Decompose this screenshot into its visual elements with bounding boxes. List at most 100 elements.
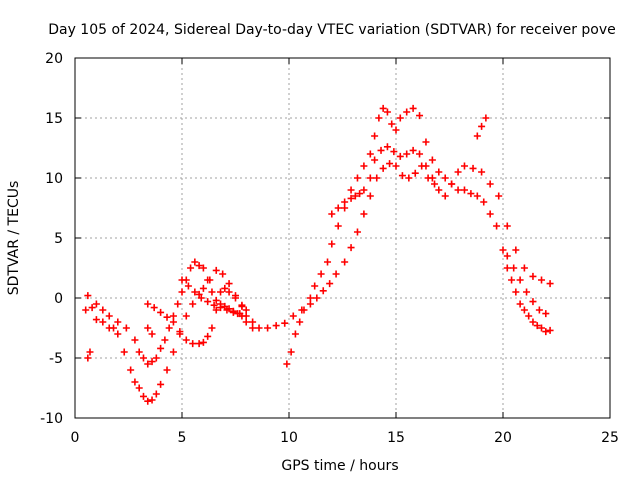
- data-point: [161, 336, 169, 344]
- data-point: [287, 348, 295, 356]
- data-point: [405, 174, 413, 182]
- series-trace-e: [283, 160, 554, 368]
- series-trace-i: [84, 300, 156, 362]
- data-point: [375, 114, 383, 122]
- data-point: [326, 280, 334, 288]
- data-point: [525, 312, 533, 320]
- data-point: [473, 132, 481, 140]
- data-point: [523, 288, 531, 296]
- data-point: [191, 288, 199, 296]
- data-point: [199, 264, 207, 272]
- data-point: [187, 264, 195, 272]
- data-point: [347, 244, 355, 252]
- data-point: [221, 284, 229, 292]
- data-point: [204, 298, 212, 306]
- data-point: [428, 174, 436, 182]
- data-point: [229, 308, 237, 316]
- series-trace-b: [110, 266, 257, 405]
- x-tick-label: 25: [601, 430, 619, 446]
- data-point: [114, 318, 122, 326]
- data-point: [144, 324, 152, 332]
- data-point: [191, 258, 199, 266]
- data-point: [152, 354, 160, 362]
- data-point: [383, 108, 391, 116]
- data-point: [520, 264, 528, 272]
- data-point: [249, 318, 257, 326]
- data-point: [351, 192, 359, 200]
- axis-ticks: [74, 57, 611, 419]
- data-point: [131, 378, 139, 386]
- data-point: [283, 360, 291, 368]
- data-marks: [82, 104, 554, 405]
- data-point: [411, 169, 419, 177]
- data-point: [510, 264, 518, 272]
- data-point: [174, 300, 182, 308]
- data-point: [99, 306, 107, 314]
- data-point: [178, 288, 186, 296]
- data-point: [152, 390, 160, 398]
- data-point: [409, 146, 417, 154]
- data-point: [495, 192, 503, 200]
- data-point: [148, 330, 156, 338]
- data-point: [208, 324, 216, 332]
- data-point: [503, 252, 511, 260]
- data-point: [84, 292, 92, 300]
- data-point: [360, 186, 368, 194]
- data-point: [157, 308, 165, 316]
- data-point: [486, 180, 494, 188]
- data-point: [403, 108, 411, 116]
- x-tick-label: 20: [494, 430, 512, 446]
- data-point: [291, 330, 299, 338]
- data-point: [319, 287, 327, 295]
- series-trace-h: [328, 190, 364, 218]
- data-point: [499, 246, 507, 254]
- data-point: [208, 288, 216, 296]
- data-point: [516, 276, 524, 284]
- data-point: [366, 174, 374, 182]
- data-point: [371, 132, 379, 140]
- data-point: [110, 324, 118, 332]
- data-point: [441, 192, 449, 200]
- data-point: [328, 240, 336, 248]
- data-point: [379, 104, 387, 112]
- data-point: [313, 294, 321, 302]
- data-point: [353, 174, 361, 182]
- data-point: [448, 180, 456, 188]
- data-point: [212, 296, 220, 304]
- x-tick-label: 15: [387, 430, 405, 446]
- data-point: [416, 150, 424, 158]
- data-point: [332, 270, 340, 278]
- data-point: [204, 332, 212, 340]
- data-point: [195, 290, 203, 298]
- data-point: [328, 210, 336, 218]
- data-point: [182, 312, 190, 320]
- data-point: [135, 384, 143, 392]
- data-point: [135, 348, 143, 356]
- data-point: [169, 312, 177, 320]
- data-point: [163, 313, 171, 321]
- data-point: [422, 162, 430, 170]
- data-point: [176, 328, 184, 336]
- data-point: [546, 326, 554, 334]
- data-point: [221, 302, 229, 310]
- data-point: [144, 360, 152, 368]
- data-point: [403, 150, 411, 158]
- data-point: [197, 294, 205, 302]
- data-point: [184, 282, 192, 290]
- data-point: [212, 306, 220, 314]
- data-point: [347, 194, 355, 202]
- data-point: [398, 172, 406, 180]
- data-point: [503, 264, 511, 272]
- data-point: [478, 122, 486, 130]
- x-tick-label: 10: [280, 430, 298, 446]
- data-point: [386, 160, 394, 168]
- data-point: [150, 304, 158, 312]
- data-point: [542, 310, 550, 318]
- series-trace-g: [473, 114, 550, 318]
- data-point: [165, 324, 173, 332]
- x-tick-label: 0: [71, 430, 80, 446]
- data-point: [535, 306, 543, 314]
- x-axis-label: GPS time / hours: [281, 458, 398, 474]
- data-point: [223, 306, 231, 314]
